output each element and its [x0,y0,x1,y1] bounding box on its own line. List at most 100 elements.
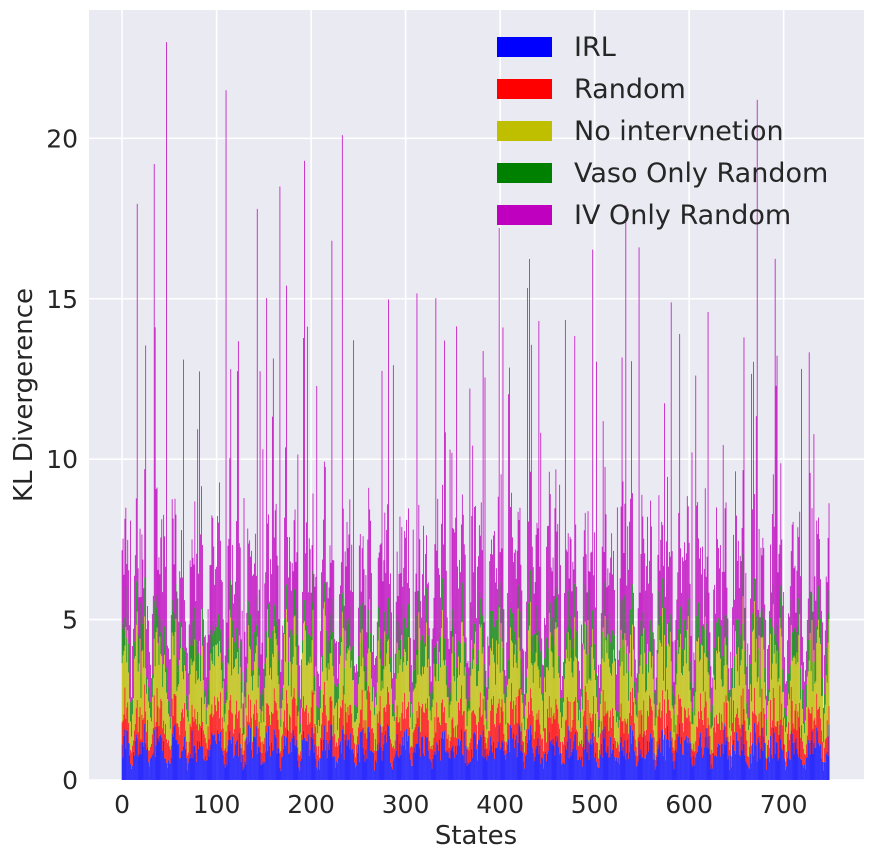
bar-segment-1 [384,707,386,736]
bar-segment-1 [217,697,218,731]
bar-segment-2 [788,693,789,723]
bar-segment-3 [534,633,536,662]
bar-segment-4 [820,579,821,619]
state-bar [579,670,580,780]
bar-segment-4 [423,525,424,638]
bar-segment-2 [150,717,151,747]
bar-segment-3 [299,715,301,735]
bar-segment-4 [724,508,726,616]
bar-segment-3 [620,598,622,630]
bar-segment-0 [128,742,130,780]
bar-segment-1 [581,746,583,767]
state-bar [310,592,312,780]
bar-segment-2 [385,666,387,713]
bar-segment-0 [353,753,355,780]
bar-segment-2 [248,625,250,695]
bar-segment-4 [751,373,752,675]
bar-segment-1 [284,710,286,736]
legend-label: IRL [574,32,616,63]
state-bar [621,357,623,780]
state-bar [226,622,228,780]
bar-segment-4 [647,516,648,612]
bar-segment-3 [650,620,651,652]
bar-segment-0 [732,744,734,780]
bar-segment-2 [259,709,261,737]
state-bar [565,549,567,780]
bar-segment-2 [746,713,748,741]
bar-segment-0 [525,756,527,780]
bar-segment-0 [725,737,727,780]
bar-segment-2 [461,622,462,686]
bar-segment-4 [512,537,513,613]
bar-segment-2 [598,727,600,750]
bar-segment-0 [159,735,161,780]
bar-segment-1 [493,696,494,742]
bar-segment-4 [534,582,536,634]
bar-segment-2 [290,696,292,733]
bar-segment-3 [172,610,174,636]
bar-segment-0 [306,741,308,780]
bar-segment-2 [375,704,377,751]
bar-segment-2 [573,661,575,702]
bar-segment-0 [715,755,716,780]
bar-segment-2 [747,718,749,756]
bar-segment-3 [187,710,189,722]
bar-segment-4 [828,503,830,590]
bar-segment-3 [492,611,493,639]
state-bar [360,591,362,780]
state-bar [759,617,761,780]
bar-segment-4 [264,583,266,664]
bar-segment-3 [150,701,151,718]
bar-segment-2 [404,649,406,693]
bar-segment-3 [603,636,605,662]
state-bar [696,505,698,780]
state-bar [641,494,643,780]
bar-segment-0 [546,761,547,780]
state-bar [152,595,154,780]
state-bar [364,605,366,780]
bar-segment-1 [207,726,209,750]
state-bar [560,565,561,780]
bar-segment-4 [519,507,521,612]
state-bar [255,575,257,780]
bar-segment-3 [229,570,231,610]
bar-segment-2 [613,649,614,716]
bar-segment-1 [419,705,421,748]
bar-segment-2 [561,727,562,754]
bar-segment-4 [650,500,651,621]
state-bar [327,598,329,780]
bar-segment-0 [167,767,168,780]
bar-segment-1 [790,686,792,731]
bar-segment-2 [370,652,372,711]
state-bar [684,560,686,780]
bar-segment-1 [190,726,192,758]
bar-segment-2 [197,680,199,712]
bar-segment-4 [728,668,730,693]
bar-segment-3 [303,601,304,624]
bar-segment-3 [263,704,265,723]
bar-segment-0 [445,752,447,780]
bar-segment-4 [358,545,360,641]
bar-segment-1 [455,726,457,746]
bar-segment-4 [469,388,471,701]
bar-segment-3 [572,638,574,678]
x-tick-label: 100 [193,790,241,819]
state-bar [686,496,688,780]
bar-segment-3 [478,591,480,625]
bar-segment-1 [371,728,372,751]
state-bar [220,580,222,780]
state-bar [554,508,556,780]
state-bar [419,539,421,780]
bar-segment-1 [641,714,643,758]
bar-segment-4 [245,656,247,693]
bar-segment-1 [262,741,264,762]
state-bar [185,647,187,780]
bar-segment-2 [216,645,217,712]
bar-segment-3 [776,624,778,651]
bar-segment-0 [456,754,458,780]
state-bar [507,592,509,780]
bar-segment-4 [436,550,438,644]
bar-segment-1 [631,715,632,744]
state-bar [510,506,511,780]
bar-segment-0 [391,766,392,780]
